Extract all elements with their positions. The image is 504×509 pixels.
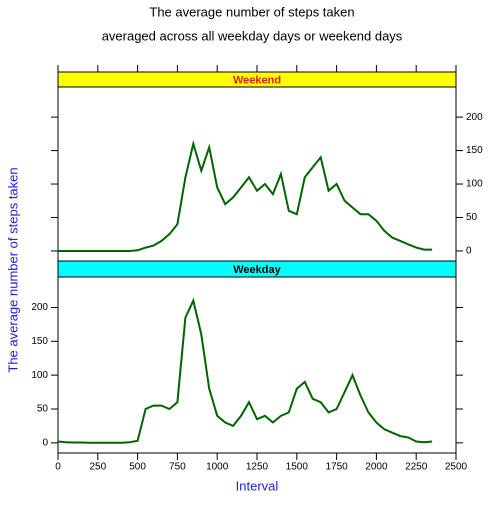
y-tick-label: 50 [466, 212, 478, 223]
y-tick-label: 200 [31, 302, 48, 313]
y-tick-label: 0 [466, 246, 472, 257]
y-tick-label: 150 [31, 336, 48, 347]
data-line [57, 297, 433, 444]
y-tick-label: 100 [466, 179, 483, 190]
x-tick-label: 1500 [286, 462, 309, 473]
x-tick-label: 750 [169, 462, 186, 473]
y-tick-label: 0 [42, 437, 48, 448]
x-axis-label: Interval [236, 478, 279, 493]
chart-subtitle: averaged across all weekday days or week… [102, 28, 403, 43]
x-tick-label: 1000 [206, 462, 229, 473]
strip-label: Weekday [233, 264, 281, 276]
x-tick-label: 2000 [365, 462, 388, 473]
y-tick-label: 200 [466, 112, 483, 123]
strip-label: Weekend [233, 74, 281, 86]
panel [57, 86, 457, 262]
x-tick-label: 500 [129, 462, 146, 473]
chart-title: The average number of steps taken [149, 4, 354, 19]
panel [57, 276, 457, 454]
x-tick-label: 1250 [246, 462, 269, 473]
y-tick-label: 100 [31, 370, 48, 381]
y-tick-label: 50 [37, 404, 49, 415]
data-line [58, 140, 433, 252]
x-tick-label: 2250 [405, 462, 428, 473]
x-tick-label: 2500 [445, 462, 468, 473]
x-tick-label: 1750 [325, 462, 348, 473]
x-tick-label: 250 [89, 462, 106, 473]
y-tick-label: 150 [466, 145, 483, 156]
y-axis-label: The average number of steps taken [5, 167, 20, 372]
x-tick-label: 0 [55, 462, 61, 473]
